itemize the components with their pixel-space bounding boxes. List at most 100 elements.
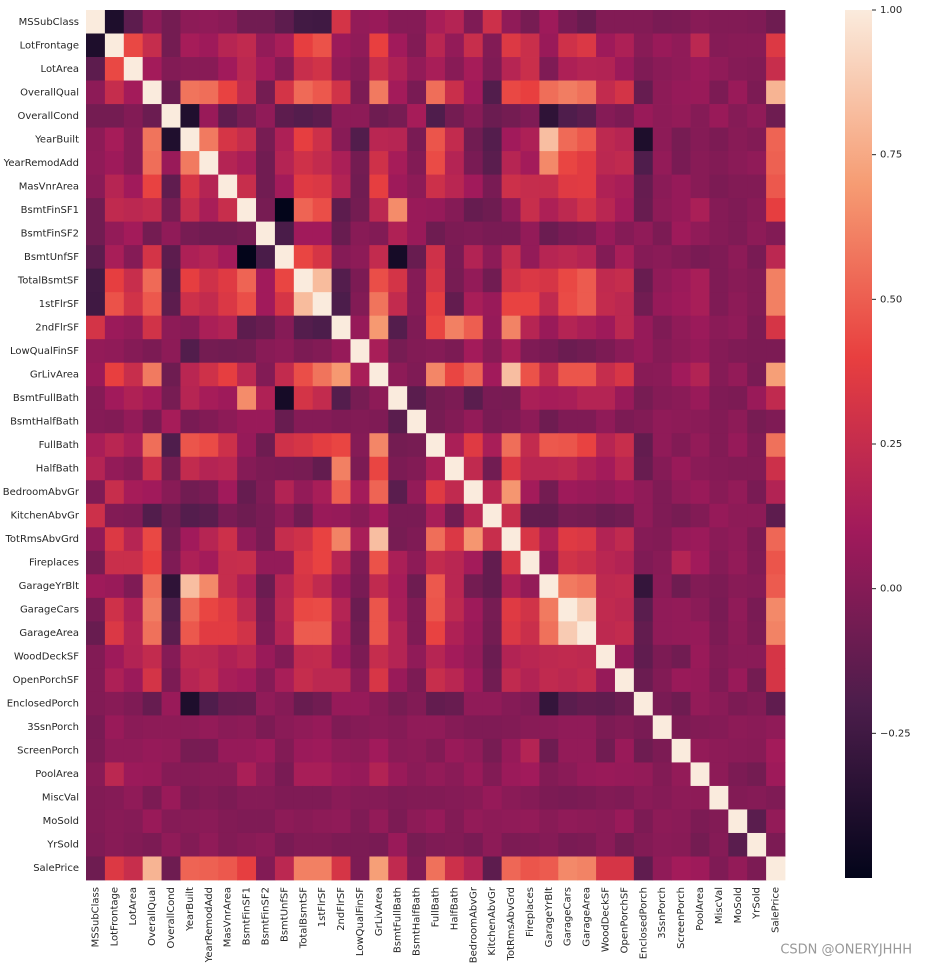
heatmap-cell	[482, 738, 503, 763]
heatmap-cell	[293, 527, 314, 552]
heatmap-cell	[558, 409, 578, 434]
heatmap-cell	[539, 104, 559, 128]
heatmap-cell	[766, 362, 786, 387]
heatmap-cell	[256, 10, 276, 34]
heatmap-cell	[388, 691, 408, 716]
heatmap-cell	[104, 315, 125, 340]
heatmap-cell	[671, 503, 691, 528]
heatmap-cell	[199, 574, 219, 599]
heatmap-cell	[142, 268, 162, 293]
heatmap-cell	[501, 174, 521, 199]
heatmap-cell	[766, 104, 786, 128]
heatmap-cell	[218, 57, 238, 81]
heatmap-cell	[558, 362, 578, 387]
heatmap-cell	[123, 715, 144, 740]
heatmap-cell	[388, 762, 408, 787]
heatmap-cell	[501, 221, 521, 246]
heatmap-cell	[426, 315, 446, 340]
heatmap-cell	[104, 527, 125, 552]
heatmap-cell	[614, 550, 635, 575]
heatmap-cell	[104, 292, 125, 317]
heatmap-cell	[218, 785, 238, 810]
heatmap-cell	[426, 339, 446, 364]
heatmap-cell	[539, 245, 559, 270]
heatmap-cell	[690, 127, 710, 152]
heatmap-cell	[218, 433, 238, 458]
heatmap-cell	[142, 785, 162, 810]
heatmap-cell	[123, 762, 144, 787]
heatmap-cell	[482, 174, 503, 199]
heatmap-cell	[274, 832, 295, 857]
heatmap-cell	[709, 691, 729, 716]
heatmap-cell	[501, 456, 521, 481]
heatmap-cell	[86, 10, 106, 34]
heatmap-cell	[407, 151, 427, 175]
heatmap-cell	[444, 574, 465, 599]
heatmap-cell	[766, 268, 786, 293]
heatmap-cell	[444, 33, 465, 58]
heatmap-cell	[123, 621, 144, 646]
heatmap-cell	[388, 668, 408, 693]
heatmap-cell	[596, 198, 616, 223]
heatmap-cell	[747, 785, 767, 810]
heatmap-cell	[671, 362, 691, 387]
heatmap-cell	[104, 174, 125, 199]
heatmap-cell	[293, 80, 314, 105]
heatmap-cell	[426, 597, 446, 622]
heatmap-cell	[331, 315, 351, 340]
heatmap-cell	[104, 386, 125, 411]
heatmap-cell	[331, 644, 351, 669]
heatmap-cell	[274, 33, 295, 58]
heatmap-cell	[709, 33, 729, 58]
heatmap-cell	[614, 127, 635, 152]
heatmap-cell	[180, 57, 200, 81]
heatmap-cell	[482, 409, 503, 434]
heatmap-cell	[728, 832, 748, 857]
heatmap-cell	[747, 268, 767, 293]
heatmap-cell	[520, 715, 540, 740]
heatmap-cell	[123, 104, 144, 128]
heatmap-cell	[558, 292, 578, 317]
heatmap-cell	[86, 668, 106, 693]
heatmap-cell	[293, 57, 314, 81]
heatmap-cell	[331, 433, 351, 458]
y-tick-label: YearBuilt	[34, 134, 79, 145]
heatmap-cell	[350, 10, 370, 34]
heatmap-cell	[520, 339, 540, 364]
heatmap-cell	[86, 57, 106, 81]
heatmap-cell	[766, 10, 786, 34]
heatmap-cell	[426, 668, 446, 693]
heatmap-cell	[199, 33, 219, 58]
heatmap-cell	[180, 80, 200, 105]
heatmap-cell	[161, 221, 181, 246]
heatmap-cell	[388, 527, 408, 552]
heatmap-cell	[312, 597, 332, 622]
heatmap-cell	[426, 409, 446, 434]
heatmap-cell	[633, 621, 654, 646]
heatmap-cell	[331, 268, 351, 293]
heatmap-cell	[709, 221, 729, 246]
heatmap-cell	[388, 574, 408, 599]
heatmap-cell	[161, 339, 181, 364]
heatmap-cell	[444, 174, 465, 199]
heatmap-cell	[142, 597, 162, 622]
heatmap-cell	[577, 621, 597, 646]
x-tick-label: MiscVal	[714, 887, 725, 924]
heatmap-cell	[558, 644, 578, 669]
heatmap-cell	[293, 245, 314, 270]
heatmap-cell	[444, 57, 465, 81]
heatmap-cell	[388, 80, 408, 105]
heatmap-cell	[501, 644, 521, 669]
heatmap-cell	[161, 292, 181, 317]
heatmap-cell	[388, 198, 408, 223]
heatmap-cell	[652, 832, 673, 857]
x-tick-label: GrLivArea	[374, 887, 385, 936]
heatmap-cell	[388, 856, 408, 881]
heatmap-cell	[690, 409, 710, 434]
heatmap-cell	[539, 362, 559, 387]
heatmap-cell	[463, 104, 484, 128]
heatmap-cell	[482, 527, 503, 552]
heatmap-cell	[407, 456, 427, 481]
heatmap-cell	[369, 292, 389, 317]
heatmap-cell	[274, 715, 295, 740]
